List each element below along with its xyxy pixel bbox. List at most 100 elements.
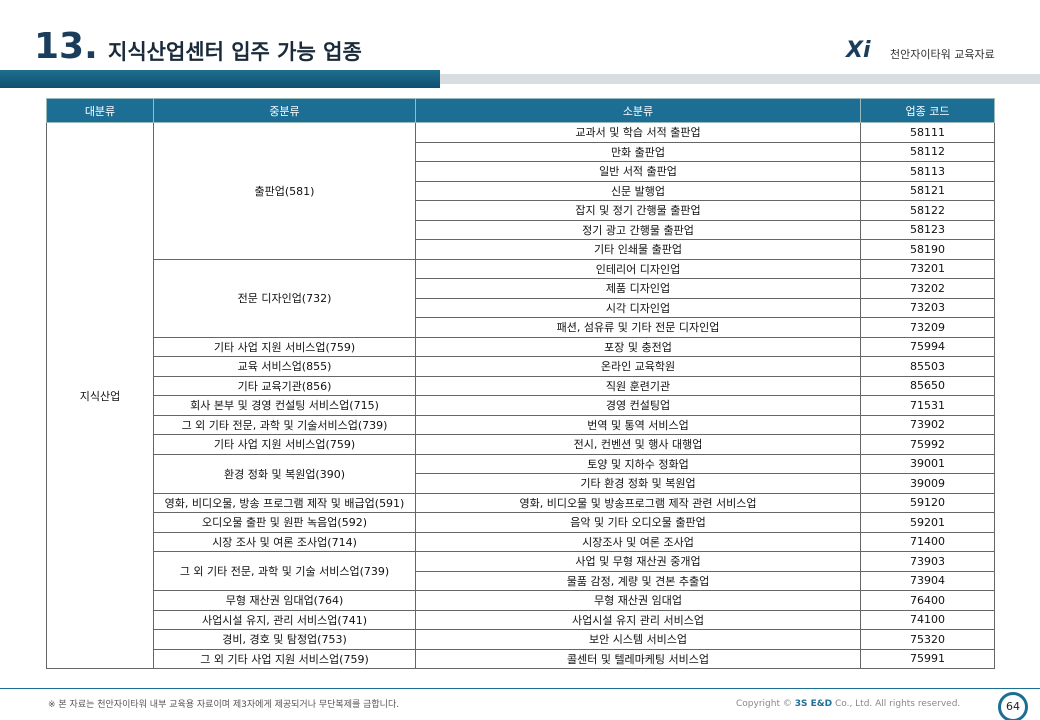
mid-category: 환경 정화 및 복원업(390) bbox=[153, 453, 416, 494]
rights: Co., Ltd. All rights reserved. bbox=[834, 699, 961, 709]
table-row: 지식산업 출판업(581) 교과서 및 학습 서적 출판업 58111 bbox=[46, 122, 995, 669]
sub-category: 패션, 섬유류 및 기타 전문 디자인업 bbox=[415, 317, 861, 338]
sub-category: 전시, 컨벤션 및 행사 대행업 bbox=[415, 434, 861, 455]
sub-category: 번역 및 통역 서비스업 bbox=[415, 414, 861, 435]
table-row: 무형 재산권 임대업(764) 무형 재산권 임대업 76400 bbox=[47, 590, 995, 611]
table-row: 영화, 비디오물, 방송 프로그램 제작 및 배급업(591) 영화, 비디오물 … bbox=[47, 492, 995, 513]
industry-code: 74100 bbox=[860, 609, 995, 630]
industry-code: 73903 bbox=[860, 551, 995, 572]
table-row: 교육 서비스업(855) 온라인 교육학원 85503 bbox=[47, 356, 995, 377]
mid-category: 무형 재산권 임대업(764) bbox=[153, 590, 416, 611]
sub-category: 신문 발행업 bbox=[415, 180, 861, 201]
mid-category: 경비, 경호 및 탐정업(753) bbox=[153, 629, 416, 650]
industry-code: 75992 bbox=[860, 434, 995, 455]
header-bar-light bbox=[440, 74, 1040, 84]
table-row: 기타 교육기관(856) 직원 훈련기관 85650 bbox=[47, 375, 995, 396]
column-header: 업종 코드 bbox=[860, 98, 995, 123]
table-row: 패션, 섬유류 및 기타 전문 디자인업 73209 bbox=[47, 317, 995, 338]
table-row: 회사 본부 및 경영 컨설팅 서비스업(715) 경영 컨설팅업 71531 bbox=[47, 395, 995, 416]
table-row: 기타 사업 지원 서비스업(759) 포장 및 충전업 75994 bbox=[47, 336, 995, 357]
industry-table: 대분류 중분류 소분류 업종 코드 지식산업 출판업(581) 교과서 및 학습 서적 출… bbox=[46, 98, 995, 669]
brand: 천안자이타워 교육자료 bbox=[890, 48, 995, 61]
sub-category: 무형 재산권 임대업 bbox=[415, 590, 861, 611]
industry-code: 73902 bbox=[860, 414, 995, 435]
sub-category: 만화 출판업 bbox=[415, 141, 861, 162]
industry-code: 73203 bbox=[860, 297, 995, 318]
mid-category: 그 외 기타 전문, 과학 및 기술서비스업(739) bbox=[153, 414, 416, 435]
industry-code: 85650 bbox=[860, 375, 995, 396]
header-row: 대분류 중분류 소분류 업종 코드 bbox=[46, 98, 995, 123]
mid-category: 회사 본부 및 경영 컨설팅 서비스업(715) bbox=[153, 395, 416, 416]
industry-code: 73209 bbox=[860, 317, 995, 338]
company: 3S E&D bbox=[794, 699, 833, 709]
sub-category: 보안 시스템 서비스업 bbox=[415, 629, 861, 650]
mid-category: 기타 사업 지원 서비스업(759) bbox=[153, 434, 416, 455]
mid-category: 교육 서비스업(855) bbox=[153, 356, 416, 377]
section-number: 13. bbox=[34, 26, 98, 67]
mid-category: 기타 교육기관(856) bbox=[153, 375, 416, 396]
industry-code: 76400 bbox=[860, 590, 995, 611]
table-row: 정기 광고 간행물 출판업 58123 bbox=[47, 219, 995, 240]
sub-category: 기타 환경 정화 및 복원업 bbox=[415, 473, 861, 494]
table-row: 기타 사업 지원 서비스업(759) 전시, 컨벤션 및 행사 대행업 75992 bbox=[47, 434, 995, 455]
column-header: 중분류 bbox=[153, 98, 416, 123]
sub-category: 교과서 및 학습 서적 출판업 bbox=[415, 122, 861, 143]
table-row: 경비, 경호 및 탐정업(753) 보안 시스템 서비스업 75320 bbox=[47, 629, 995, 650]
mid-category: 영화, 비디오물, 방송 프로그램 제작 및 배급업(591) bbox=[153, 492, 416, 513]
industry-code: 73904 bbox=[860, 570, 995, 591]
sub-category: 물품 감정, 계량 및 견본 추출업 bbox=[415, 570, 861, 591]
industry-code: 71400 bbox=[860, 531, 995, 552]
table-row: 기타 환경 정화 및 복원업 39009 bbox=[47, 473, 995, 494]
sub-category: 잡지 및 정기 간행물 출판업 bbox=[415, 200, 861, 221]
table-row: 전문 디자인업(732) 인테리어 디자인업 73201 bbox=[47, 258, 995, 338]
table-row: 시장 조사 및 여론 조사업(714) 시장조사 및 여론 조사업 71400 bbox=[47, 531, 995, 552]
industry-code: 75991 bbox=[860, 648, 995, 669]
industry-code: 58122 bbox=[860, 200, 995, 221]
mid-category: 전문 디자인업(732) bbox=[153, 258, 416, 338]
sub-category: 콜센터 및 텔레마케팅 서비스업 bbox=[415, 648, 861, 669]
industry-code: 39001 bbox=[860, 453, 995, 474]
table-row: 오디오물 출판 및 원판 녹음업(592) 음악 및 기타 오디오물 출판업 592… bbox=[47, 512, 995, 533]
copyright: Copyright © 3S E&D Co., Ltd. All rights … bbox=[736, 699, 960, 709]
table-row: 그 외 기타 전문, 과학 및 기술서비스업(739) 번역 및 통역 서비스업 7… bbox=[47, 414, 995, 435]
mid-category: 오디오물 출판 및 원판 녹음업(592) bbox=[153, 512, 416, 533]
notice: ※ 본 자료는 천안자이타워 내부 교육용 자료이며 제3자에게 제공되거나 무… bbox=[48, 700, 400, 710]
sub-category: 영화, 비디오물 및 방송프로그램 제작 관련 서비스업 bbox=[415, 492, 861, 513]
column-header: 대분류 bbox=[46, 98, 154, 123]
industry-code: 58123 bbox=[860, 219, 995, 240]
sub-category: 정기 광고 간행물 출판업 bbox=[415, 219, 861, 240]
sub-category: 토양 및 지하수 정화업 bbox=[415, 453, 861, 474]
industry-code: 58113 bbox=[860, 161, 995, 182]
sub-category: 시각 디자인업 bbox=[415, 297, 861, 318]
table-row: 물품 감정, 계량 및 견본 추출업 73904 bbox=[47, 570, 995, 591]
industry-code: 58121 bbox=[860, 180, 995, 201]
mid-category: 그 외 기타 사업 지원 서비스업(759) bbox=[153, 648, 416, 669]
sub-category: 제품 디자인업 bbox=[415, 278, 861, 299]
header-bar bbox=[0, 70, 440, 88]
mid-category: 출판업(581) bbox=[153, 122, 416, 260]
sub-category: 직원 훈련기관 bbox=[415, 375, 861, 396]
table-row: 신문 발행업 58121 bbox=[47, 180, 995, 201]
footer-line bbox=[0, 688, 1040, 689]
industry-code: 59120 bbox=[860, 492, 995, 513]
table-row: 그 외 기타 사업 지원 서비스업(759) 콜센터 및 텔레마케팅 서비스업 75… bbox=[47, 648, 995, 669]
table-row: 그 외 기타 전문, 과학 및 기술 서비스업(739) 사업 및 무형 재산권 … bbox=[47, 551, 995, 591]
table-row: 환경 정화 및 복원업(390) 토양 및 지하수 정화업 39001 bbox=[47, 453, 995, 494]
sub-category: 시장조사 및 여론 조사업 bbox=[415, 531, 861, 552]
sub-category: 경영 컨설팅업 bbox=[415, 395, 861, 416]
industry-code: 58111 bbox=[860, 122, 995, 143]
industry-code: 58112 bbox=[860, 141, 995, 162]
major-category: 지식산업 bbox=[46, 122, 154, 669]
sub-category: 음악 및 기타 오디오물 출판업 bbox=[415, 512, 861, 533]
industry-code: 73201 bbox=[860, 258, 995, 279]
mid-category: 기타 사업 지원 서비스업(759) bbox=[153, 336, 416, 357]
industry-code: 73202 bbox=[860, 278, 995, 299]
logo: Xi bbox=[846, 38, 871, 63]
copyright-text: Copyright © bbox=[736, 699, 792, 709]
sub-category: 사업 및 무형 재산권 중개업 bbox=[415, 551, 861, 572]
industry-code: 71531 bbox=[860, 395, 995, 416]
sub-category: 온라인 교육학원 bbox=[415, 356, 861, 377]
mid-category: 사업시설 유지, 관리 서비스업(741) bbox=[153, 609, 416, 630]
sub-category: 포장 및 충전업 bbox=[415, 336, 861, 357]
